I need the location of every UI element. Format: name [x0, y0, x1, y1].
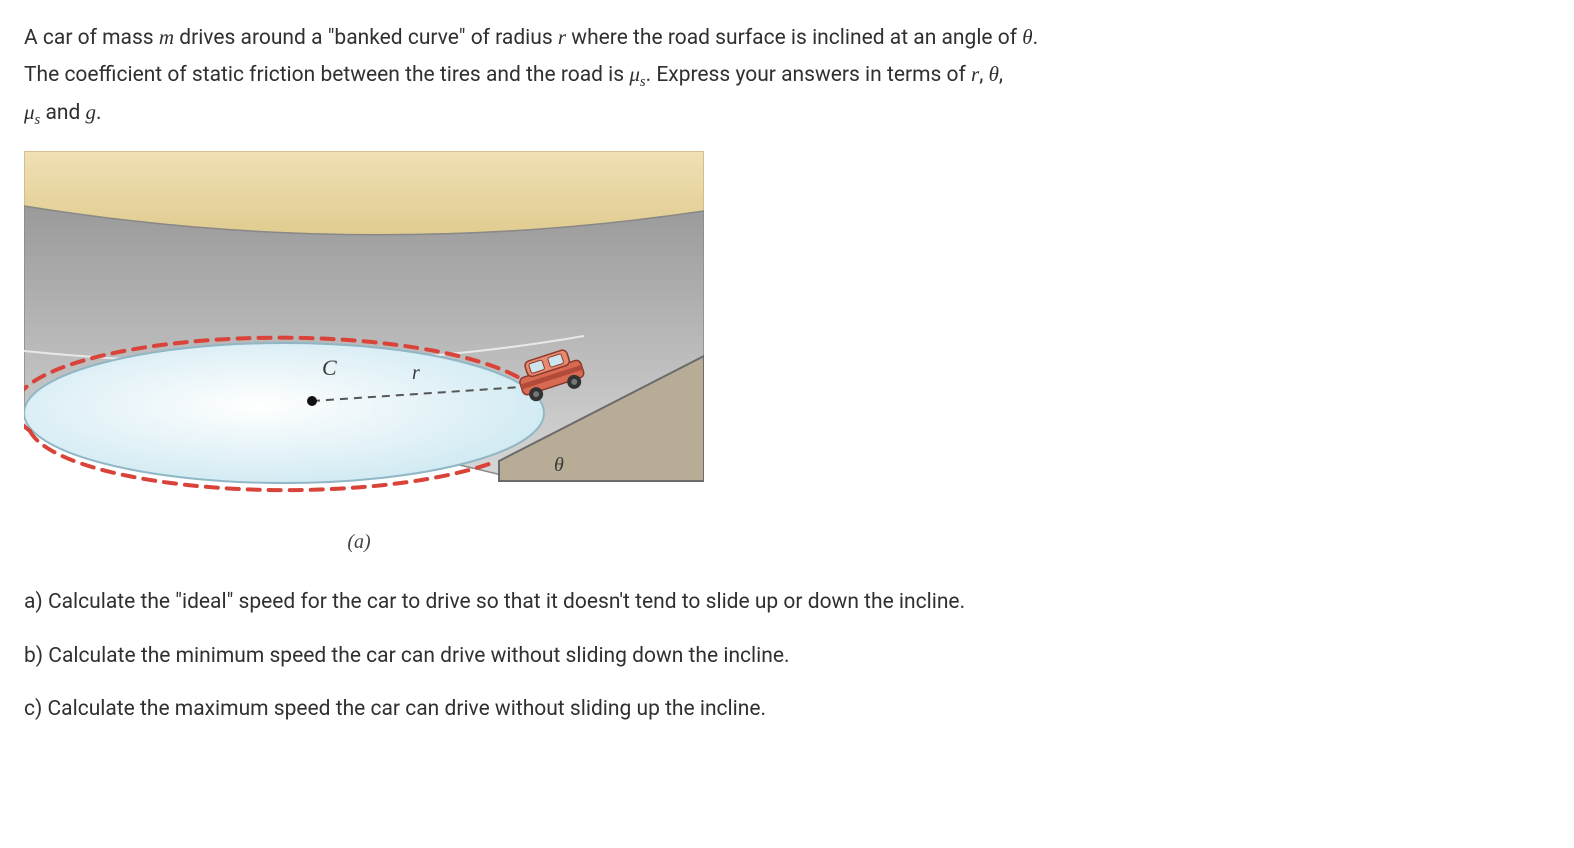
var-mu: μ: [629, 62, 640, 86]
label-theta: θ: [554, 454, 564, 476]
var-theta2: θ: [989, 62, 999, 86]
text: and: [40, 101, 85, 125]
text: ,: [999, 63, 1003, 87]
figure-caption: (a): [24, 525, 694, 559]
var-m: m: [159, 25, 174, 49]
text: where the road surface is inclined at an…: [566, 26, 1022, 50]
label-c: C: [322, 355, 337, 380]
inner-plane: [24, 343, 544, 483]
part-a: a) Calculate the "ideal" speed for the c…: [24, 585, 1550, 621]
var-theta: θ: [1022, 25, 1032, 49]
text: . Express your answers in terms of: [646, 63, 971, 87]
figure-container: C r θ (a): [24, 151, 1550, 559]
var-g: g: [86, 100, 97, 124]
var-r: r: [558, 25, 566, 49]
text: ,: [979, 63, 988, 87]
text: drives around a "banked curve" of radius: [174, 26, 558, 50]
question-list: a) Calculate the "ideal" speed for the c…: [24, 585, 1550, 728]
part-b: b) Calculate the minimum speed the car c…: [24, 639, 1550, 675]
banked-curve-diagram: C r θ: [24, 151, 704, 521]
problem-statement: A car of mass m drives around a "banked …: [24, 20, 1550, 133]
var-r2: r: [971, 62, 979, 86]
text: .: [1033, 26, 1039, 50]
label-r: r: [412, 362, 420, 384]
text: The coefficient of static friction betwe…: [24, 63, 629, 87]
center-point: [307, 396, 317, 406]
text: .: [96, 101, 102, 125]
part-c: c) Calculate the maximum speed the car c…: [24, 692, 1550, 728]
text: A car of mass: [24, 26, 159, 50]
var-mu2: μ: [24, 100, 35, 124]
